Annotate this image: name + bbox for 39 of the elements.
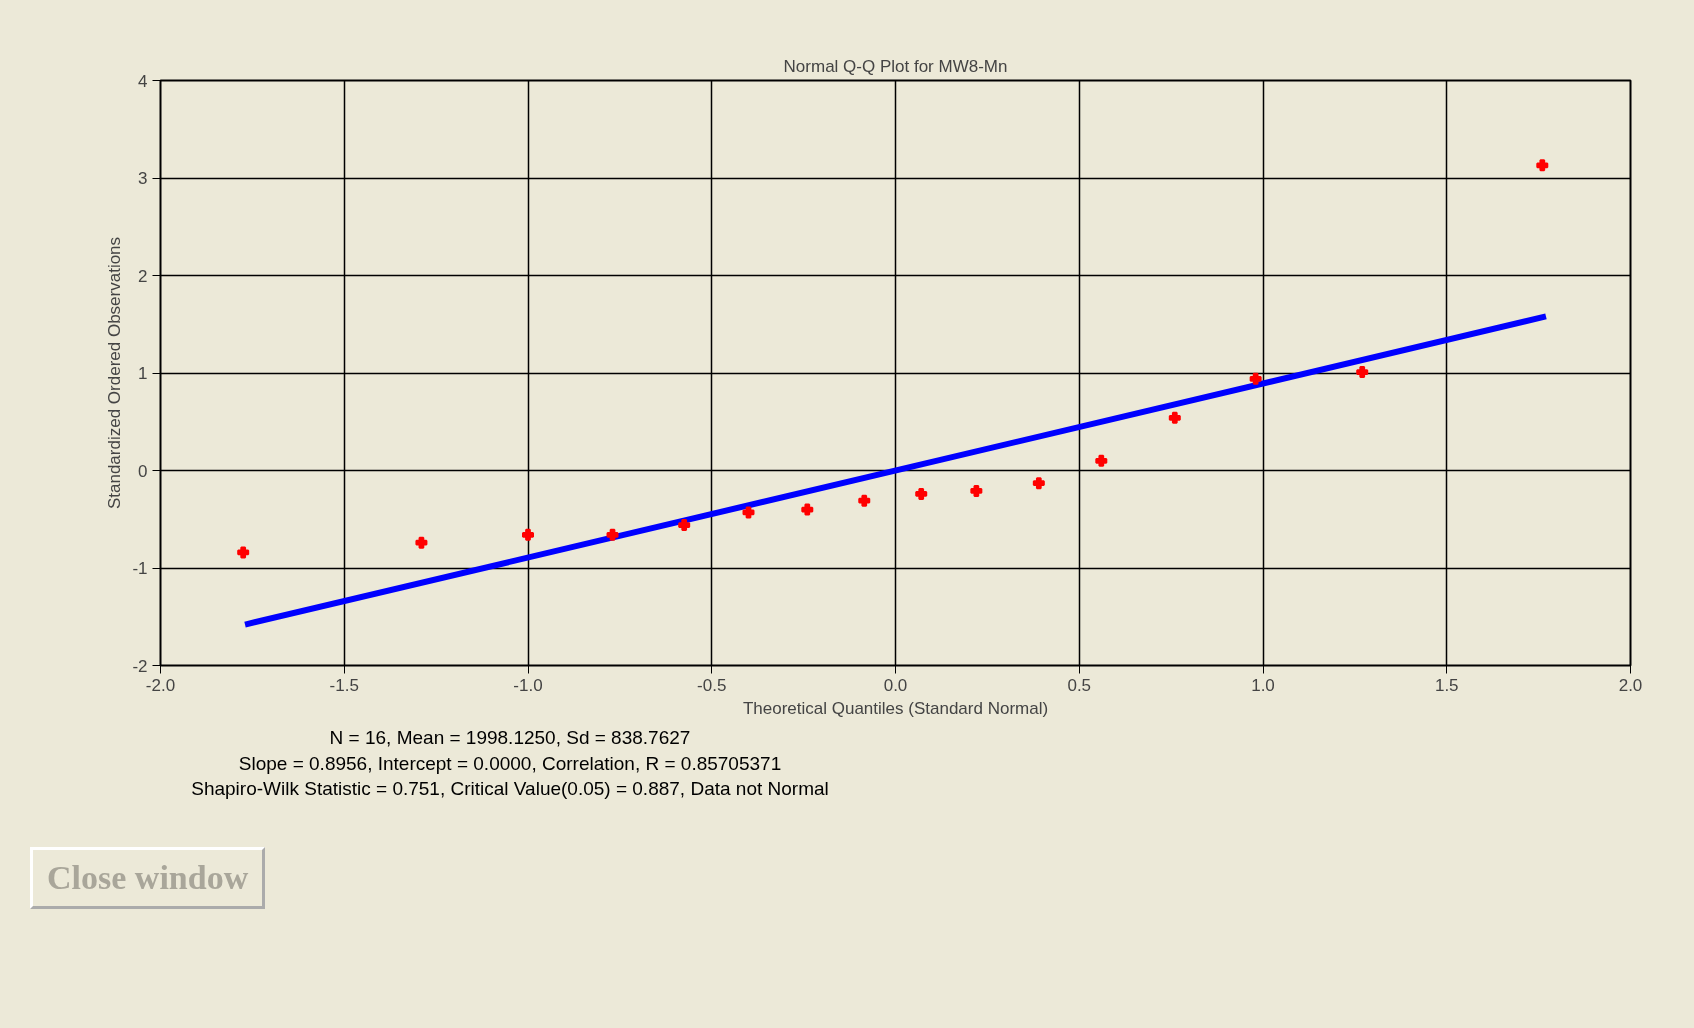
x-tick-label: -1.0: [513, 675, 543, 695]
chart-title: Normal Q-Q Plot for MW8-Mn: [783, 56, 1008, 76]
point: [742, 506, 755, 519]
x-tick-label: 0.0: [883, 675, 908, 695]
point: [678, 519, 691, 532]
x-tick-label: 2.0: [1618, 675, 1643, 695]
point: [606, 528, 619, 541]
y-tick-label: 2: [138, 266, 148, 286]
text: Slope = 0.8956, Intercept = 0.0000, Correlation, R = 0.85705371: [238, 752, 782, 774]
point: [1168, 411, 1181, 424]
point: [1536, 159, 1549, 172]
x-axis-title: Theoretical Quantiles (Standard Normal): [742, 698, 1049, 718]
y-tick-label: 4: [138, 71, 148, 91]
y-tick-label: 3: [138, 169, 148, 188]
x-tick-label: 0.5: [1067, 675, 1092, 695]
point: [1356, 366, 1369, 379]
x-tick-label: -0.5: [697, 675, 727, 695]
y-tick-label: -1: [132, 559, 148, 578]
point: [415, 536, 428, 549]
x-tick-label: -2.0: [145, 675, 176, 695]
point: [522, 528, 534, 541]
point: [915, 487, 928, 500]
point: [801, 503, 814, 516]
point: [970, 484, 983, 497]
text: N = 16, Mean = 1998.1250, Sd = 838.7627: [329, 727, 691, 748]
x-tick-label: 1.0: [1251, 675, 1275, 695]
text: Shapiro-Wilk Statistic = 0.751, Critical Value(0.05) = 0.887, Data not Normal: [191, 778, 829, 800]
point: [1249, 372, 1262, 385]
y-tick-label: 1: [138, 364, 148, 383]
text: Close window: [47, 857, 249, 898]
point: [1095, 454, 1108, 467]
x-tick-label: -1.5: [329, 675, 359, 695]
x-tick-label: 1.5: [1434, 675, 1459, 695]
y-axis-title: Standardized Ordered Observations: [105, 236, 125, 510]
point: [858, 494, 871, 507]
y-tick-label: -2: [132, 656, 148, 676]
point: [1032, 477, 1045, 490]
y-tick-label: 0: [138, 461, 148, 481]
point: [237, 546, 250, 559]
